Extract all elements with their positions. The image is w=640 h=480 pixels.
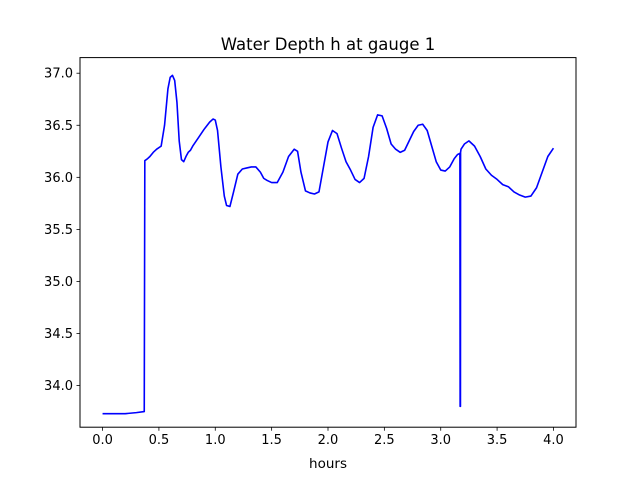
x-axis-ticks: 0.0 0.5 1.0 1.5 2.0 2.5 3.0 3.5 4.0 [92,427,564,448]
x-tick-label: 2.0 [318,433,339,448]
y-tick-label: 35.5 [44,223,73,238]
y-tick-label: 34.0 [44,379,73,394]
x-tick-label: 3.0 [430,433,451,448]
y-tick-label: 34.5 [44,327,73,342]
y-tick-label: 37.0 [44,67,73,82]
x-tick-label: 1.0 [205,433,226,448]
x-tick-label: 1.5 [261,433,282,448]
x-axis-label: hours [309,456,347,472]
x-tick-label: 2.5 [374,433,395,448]
x-tick-label: 0.5 [149,433,170,448]
x-tick-label: 3.5 [487,433,508,448]
x-tick-label: 0.0 [92,433,113,448]
y-tick-label: 36.0 [44,171,73,186]
plot-area [102,74,555,415]
y-axis-ticks: 34.0 34.5 35.0 35.5 36.0 36.5 37.0 [44,67,80,394]
y-tick-label: 35.0 [44,275,73,290]
y-tick-label: 36.5 [44,119,73,134]
x-tick-label: 4.0 [543,433,564,448]
series-line-0 [102,74,555,415]
chart-title: Water Depth h at gauge 1 [221,35,435,54]
